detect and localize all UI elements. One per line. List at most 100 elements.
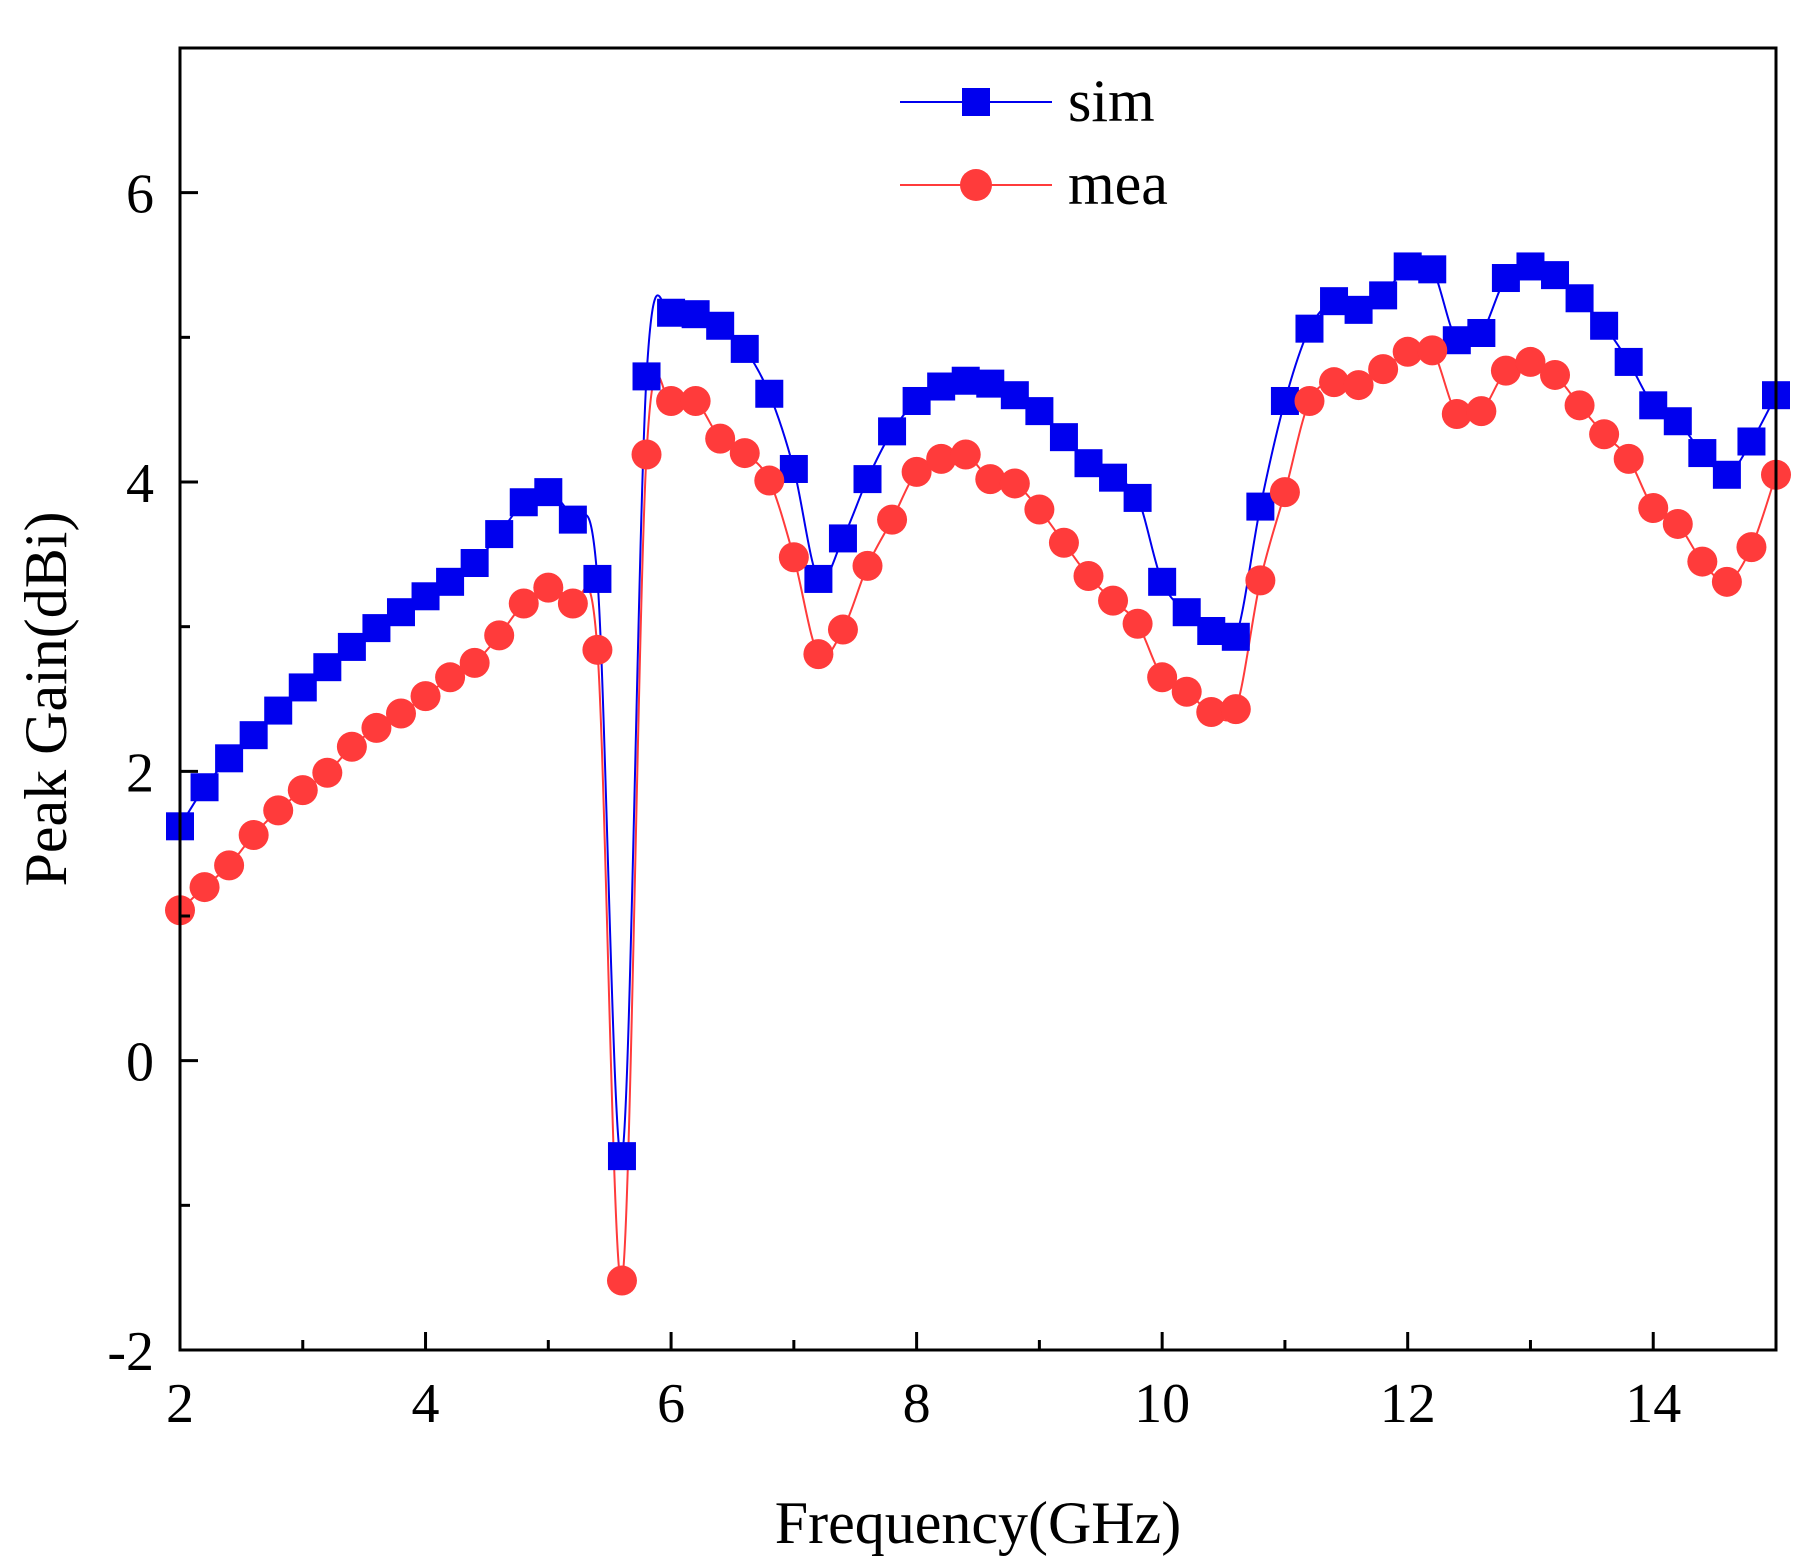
data-point-sim [460,549,489,578]
data-point-sim [190,773,219,802]
data-point-mea [1589,419,1620,450]
data-point-sim [264,696,293,725]
data-point-sim [1663,407,1692,436]
data-point-sim [1221,622,1250,651]
data-point-sim [1393,252,1422,281]
data-point-mea [999,468,1030,499]
data-point-mea [533,572,564,603]
data-point-sim [1369,281,1398,310]
data-point-sim [1344,295,1373,324]
data-point-mea [1171,676,1202,707]
x-tick-label: 12 [1380,1373,1436,1435]
data-point-mea [287,775,318,806]
data-point-sim [534,478,563,507]
data-point-mea [1048,527,1079,558]
data-point-mea [1564,390,1595,421]
data-point-mea [1490,355,1521,386]
data-point-mea [1220,694,1251,725]
x-tick-label: 8 [903,1373,931,1435]
data-point-sim [1541,261,1570,290]
data-point-sim [1320,287,1349,316]
data-point-mea [1147,662,1178,693]
data-point-sim [558,505,587,534]
data-point-mea [385,698,416,729]
data-point-sim [927,372,956,401]
data-point-sim [730,334,759,363]
data-point-sim [436,567,465,596]
data-point-mea [582,634,613,665]
data-point-mea [336,731,367,762]
x-tick-label: 10 [1134,1373,1190,1435]
data-point-sim [362,614,391,643]
data-point-mea [1540,359,1571,390]
data-point-sim [1000,381,1029,410]
data-point-sim [1712,460,1741,489]
data-point-sim [828,524,857,553]
y-axis-title: Peak Gain(dBi) [13,512,79,887]
data-point-mea [1196,697,1227,728]
data-point-mea [484,620,515,651]
data-point-mea [1662,508,1693,539]
y-tick-label: 4 [126,453,154,515]
data-point-sim [583,564,612,593]
data-point-sim [1516,252,1545,281]
data-point-sim [1737,427,1766,456]
plot-frame [178,46,1778,1352]
data-point-sim [288,673,317,702]
data-point-sim [239,721,268,750]
data-point-sim [1123,483,1152,512]
data-point-sim [1491,264,1520,293]
data-point-sim [853,465,882,494]
data-point-mea [459,647,490,678]
data-point-sim [313,653,342,682]
data-point-sim [779,454,808,483]
data-point-sim [951,366,980,395]
data-point-mea [361,712,392,743]
data-point-mea [557,588,588,619]
data-point-mea [1687,546,1718,577]
y-tick-label: -2 [107,1321,154,1383]
x-tick-label: 6 [657,1373,685,1435]
data-point-mea [1392,336,1423,367]
data-point-sim [1295,314,1324,343]
data-point-mea [1122,608,1153,639]
data-point-sim [804,564,833,593]
data-point-mea [1515,346,1546,377]
data-point-mea [705,423,736,454]
x-tick-label: 14 [1625,1373,1681,1435]
data-point-mea [1098,585,1129,616]
data-point-mea [238,819,269,850]
data-point-mea [680,385,711,416]
data-point-mea [214,850,245,881]
data-point-sim [386,598,415,627]
data-point-sim [1639,391,1668,420]
data-point-mea [410,681,441,712]
data-point-mea [1319,367,1350,398]
data-point-mea [1417,335,1448,366]
y-tick-label: 2 [126,742,154,804]
data-point-mea [435,662,466,693]
data-point-mea [189,872,220,903]
data-point-mea [975,464,1006,495]
series-lines [179,260,1777,1283]
data-point-mea [263,795,294,826]
data-point-sim [1565,284,1594,313]
data-point-mea [827,614,858,645]
data-point-mea [1736,532,1767,563]
data-point-sim [1025,397,1054,426]
data-point-mea [1073,561,1104,592]
data-point-mea [803,639,834,670]
data-point-sim [215,744,244,773]
y-tick-label: 0 [126,1032,154,1094]
data-point-mea [312,757,343,788]
data-point-mea [656,385,687,416]
ticks: 2 4 6 8 10 12 14 -2 0 2 4 6 [107,164,1681,1435]
data-point-sim [337,632,366,661]
data-point-mea [1613,443,1644,474]
data-point-mea [754,465,785,496]
data-point-sim [1614,347,1643,376]
data-point-sim [1172,598,1201,627]
data-point-sim [755,379,784,408]
data-point-mea [606,1265,637,1296]
